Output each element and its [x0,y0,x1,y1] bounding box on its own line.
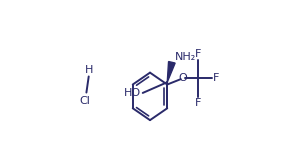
Text: F: F [213,73,220,83]
Text: H: H [85,65,93,75]
Text: F: F [195,98,201,107]
Polygon shape [167,61,175,82]
Text: NH₂: NH₂ [175,51,196,61]
Text: HO: HO [124,88,141,98]
Text: F: F [195,49,201,59]
Text: O: O [178,73,187,83]
Text: Cl: Cl [80,96,90,106]
